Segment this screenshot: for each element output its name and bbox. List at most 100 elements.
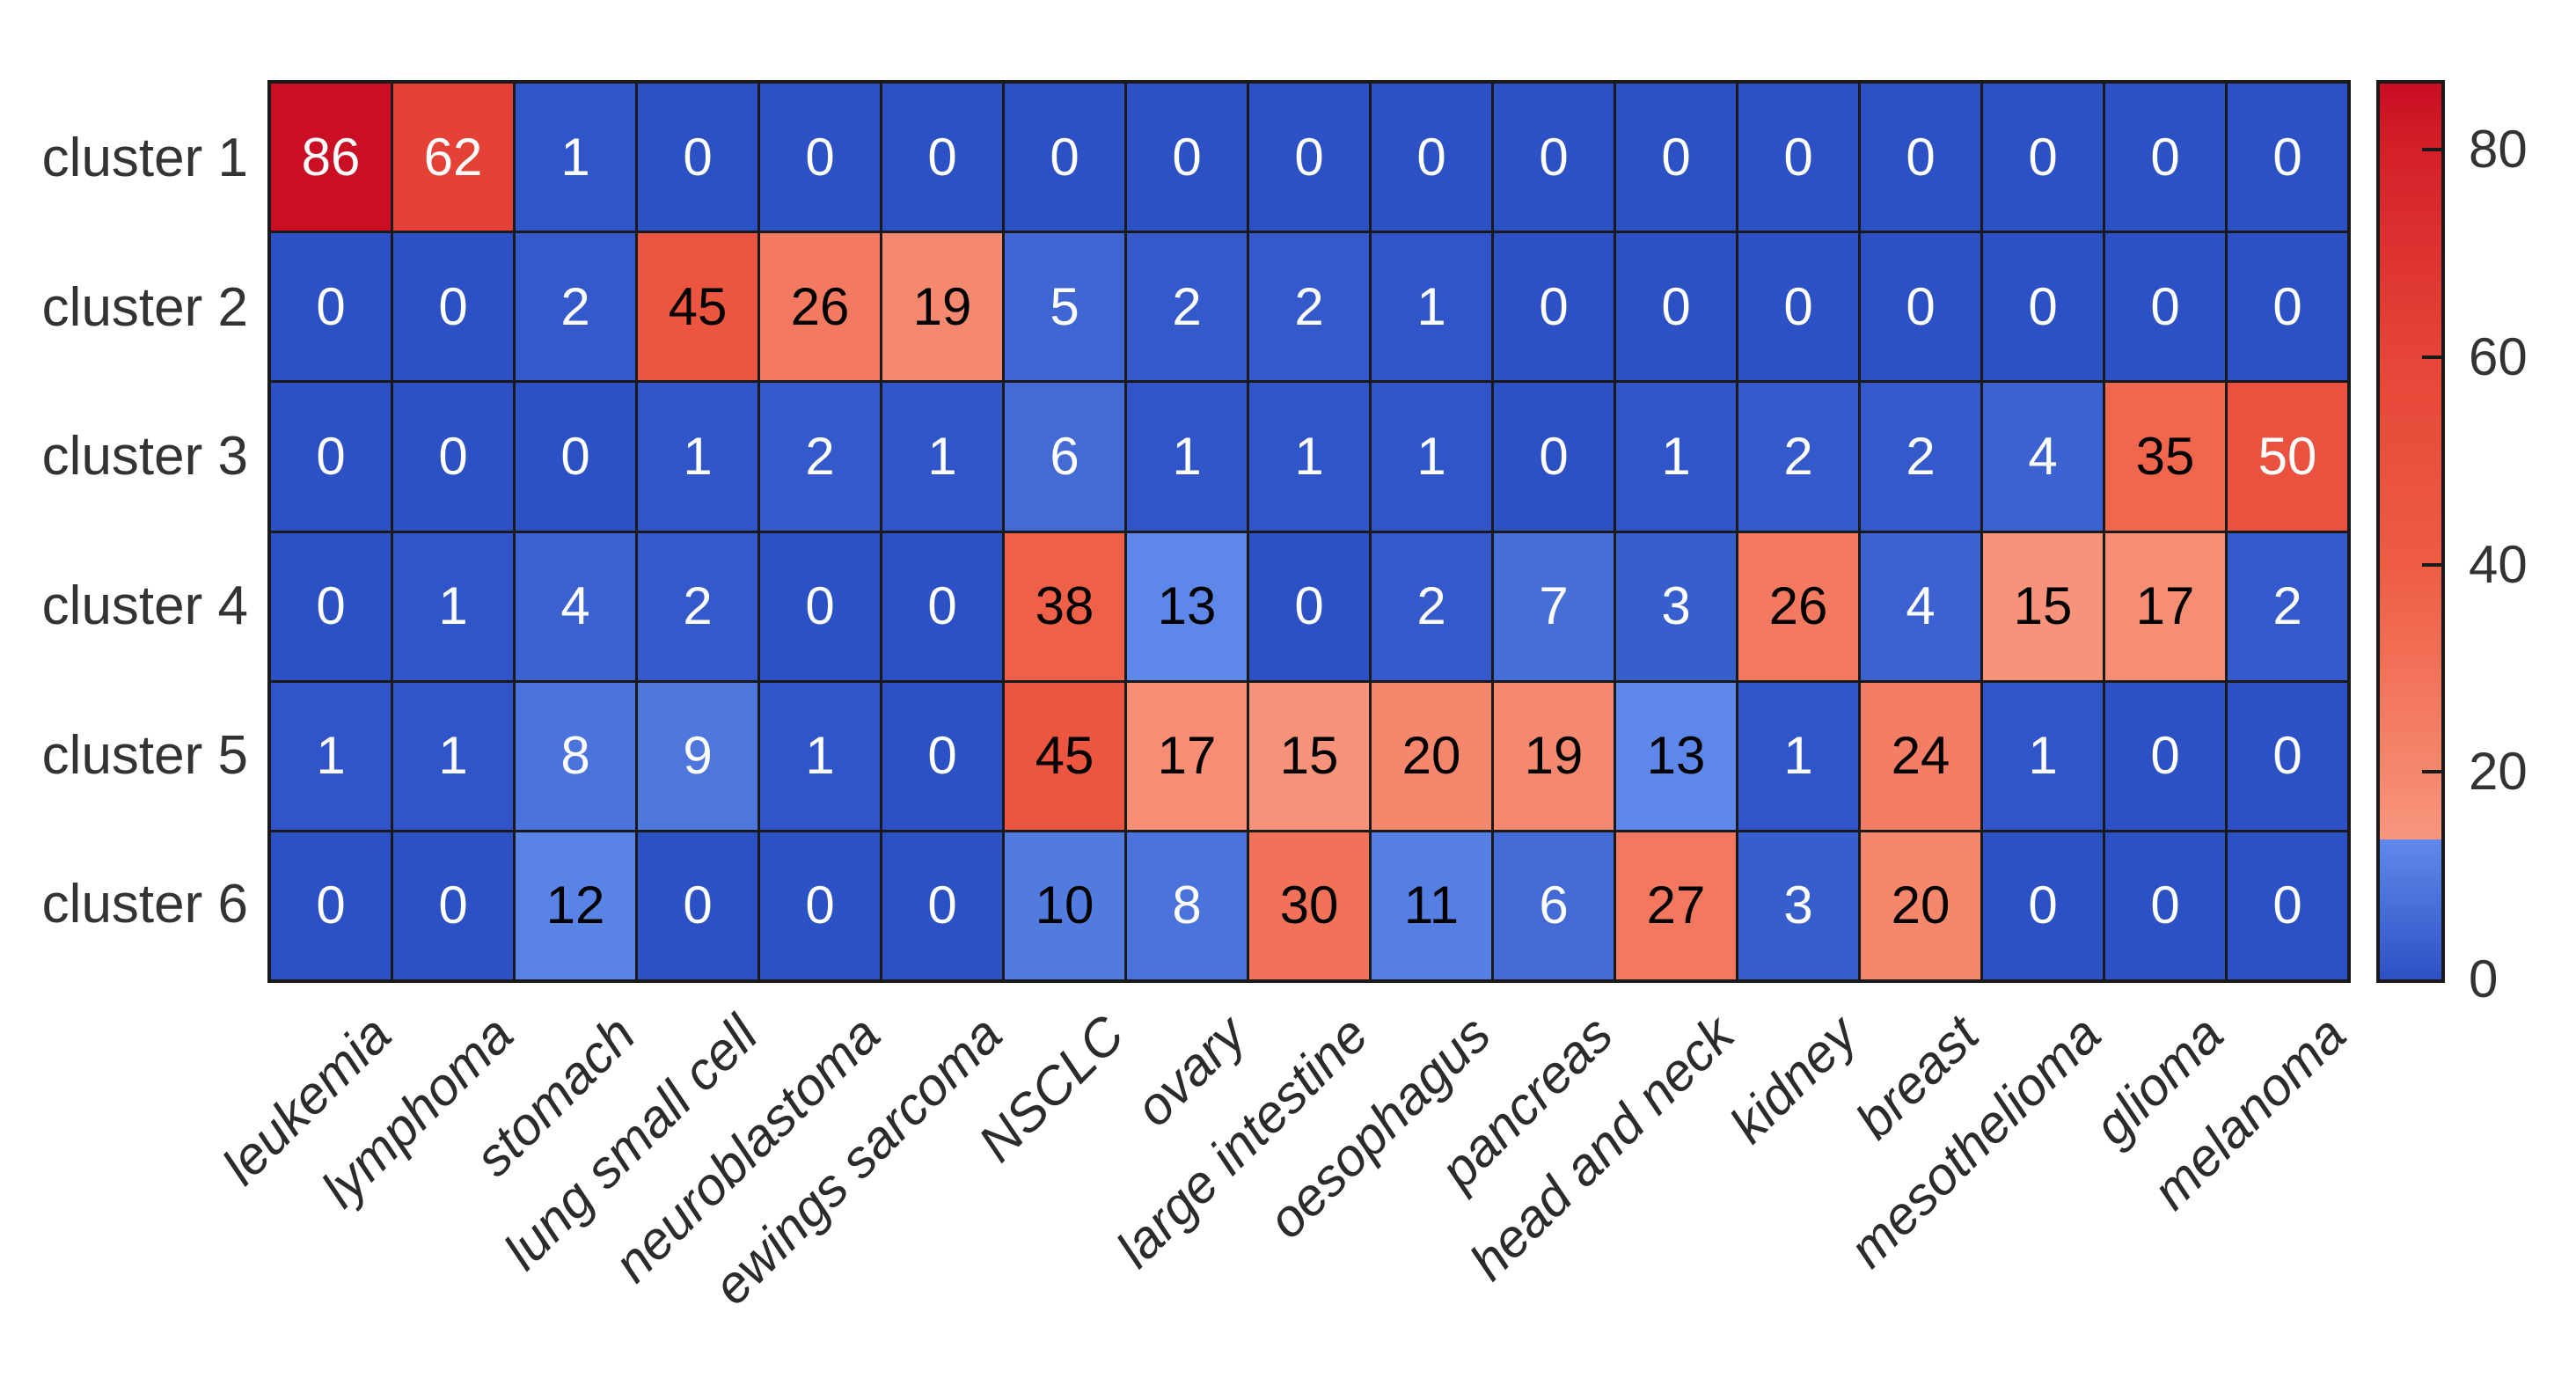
heatmap-cell: 62 bbox=[393, 84, 513, 231]
heatmap-cell: 0 bbox=[2105, 682, 2225, 830]
heatmap-cell: 2 bbox=[1861, 383, 1980, 531]
heatmap-cell: 13 bbox=[1127, 532, 1247, 680]
row-label: cluster 1 bbox=[41, 128, 248, 188]
heatmap-cell: 2 bbox=[1249, 233, 1369, 381]
heatmap-cell: 38 bbox=[1005, 532, 1124, 680]
heatmap-cell: 1 bbox=[1249, 383, 1369, 531]
heatmap-cell: 0 bbox=[2105, 832, 2225, 979]
heatmap-cell: 0 bbox=[1861, 233, 1980, 381]
heatmap-cell: 0 bbox=[2228, 682, 2347, 830]
heatmap-cell: 86 bbox=[271, 84, 391, 231]
heatmap-cell: 4 bbox=[1861, 532, 1980, 680]
heatmap-cell: 20 bbox=[1861, 832, 1980, 979]
colorbar-tick-label: 80 bbox=[2469, 120, 2528, 179]
heatmap-cell: 2 bbox=[1127, 233, 1247, 381]
heatmap-cell: 30 bbox=[1249, 832, 1369, 979]
heatmap-cell: 0 bbox=[271, 233, 391, 381]
heatmap-cell: 0 bbox=[1005, 84, 1124, 231]
colorbar-tick bbox=[2422, 355, 2441, 359]
heatmap-cell: 1 bbox=[1983, 682, 2103, 830]
heatmap-cell: 26 bbox=[1738, 532, 1858, 680]
colorbar-tick-label: 20 bbox=[2469, 742, 2528, 801]
heatmap-cell: 5 bbox=[1005, 233, 1124, 381]
heatmap-cell: 0 bbox=[393, 233, 513, 381]
colorbar-tick-label: 40 bbox=[2469, 535, 2528, 594]
heatmap-cell: 0 bbox=[2105, 84, 2225, 231]
heatmap-cell: 15 bbox=[1983, 532, 2103, 680]
heatmap-cell: 13 bbox=[1616, 682, 1736, 830]
heatmap-cell: 0 bbox=[2228, 84, 2347, 231]
colorbar-tick bbox=[2422, 148, 2441, 151]
row-label: cluster 2 bbox=[41, 277, 248, 338]
colorbar-tick-label: 60 bbox=[2469, 327, 2528, 386]
heatmap-cell: 2 bbox=[1372, 532, 1491, 680]
heatmap-cell: 20 bbox=[1372, 682, 1491, 830]
row-label: cluster 3 bbox=[41, 426, 248, 487]
heatmap-cell: 0 bbox=[1738, 84, 1858, 231]
heatmap-cell: 2 bbox=[638, 532, 757, 680]
heatmap-cell: 4 bbox=[516, 532, 635, 680]
heatmap-cell: 0 bbox=[1494, 233, 1614, 381]
heatmap-cell: 0 bbox=[1494, 383, 1614, 531]
heatmap-cell: 0 bbox=[2228, 832, 2347, 979]
heatmap-cell: 1 bbox=[393, 532, 513, 680]
heatmap-cell: 7 bbox=[1494, 532, 1614, 680]
heatmap-cell: 0 bbox=[1616, 233, 1736, 381]
heatmap-cell: 0 bbox=[1983, 832, 2103, 979]
heatmap-cell: 1 bbox=[760, 682, 880, 830]
heatmap-cell: 0 bbox=[271, 532, 391, 680]
heatmap-cell: 50 bbox=[2228, 383, 2347, 531]
heatmap-cell: 0 bbox=[638, 84, 757, 231]
heatmap-cell: 26 bbox=[760, 233, 880, 381]
heatmap-cell: 1 bbox=[638, 383, 757, 531]
heatmap-cell: 0 bbox=[271, 832, 391, 979]
heatmap-cell: 0 bbox=[1249, 84, 1369, 231]
heatmap-cell: 2 bbox=[760, 383, 880, 531]
column-label: kidney bbox=[1717, 1004, 1868, 1154]
heatmap-cell: 0 bbox=[1738, 233, 1858, 381]
colorbar bbox=[2376, 80, 2445, 983]
colorbar-tick bbox=[2422, 770, 2441, 773]
heatmap-cell: 0 bbox=[882, 682, 1002, 830]
heatmap-cell: 1 bbox=[393, 682, 513, 830]
heatmap-cell: 1 bbox=[1372, 383, 1491, 531]
heatmap-cell: 0 bbox=[760, 84, 880, 231]
heatmap-cell: 4 bbox=[1983, 383, 2103, 531]
heatmap-cell: 0 bbox=[1983, 84, 2103, 231]
heatmap-cell: 6 bbox=[1494, 832, 1614, 979]
heatmap-cell: 15 bbox=[1249, 682, 1369, 830]
heatmap-cell: 19 bbox=[1494, 682, 1614, 830]
heatmap-cell: 11 bbox=[1372, 832, 1491, 979]
heatmap-cell: 0 bbox=[1616, 84, 1736, 231]
heatmap-cell: 0 bbox=[1127, 84, 1247, 231]
heatmap-cell: 19 bbox=[882, 233, 1002, 381]
row-label: cluster 4 bbox=[41, 575, 248, 636]
heatmap-cell: 1 bbox=[882, 383, 1002, 531]
heatmap-cell: 9 bbox=[638, 682, 757, 830]
heatmap-cell: 1 bbox=[1738, 682, 1858, 830]
heatmap-cell: 0 bbox=[760, 832, 880, 979]
heatmap-cell: 1 bbox=[1372, 233, 1491, 381]
heatmap-cell: 0 bbox=[2105, 233, 2225, 381]
heatmap-cell: 2 bbox=[2228, 532, 2347, 680]
heatmap-cell: 45 bbox=[638, 233, 757, 381]
heatmap-cell: 2 bbox=[516, 233, 635, 381]
heatmap-cell: 0 bbox=[1249, 532, 1369, 680]
heatmap-cell: 0 bbox=[882, 832, 1002, 979]
heatmap-cell: 35 bbox=[2105, 383, 2225, 531]
heatmap-cell: 10 bbox=[1005, 832, 1124, 979]
heatmap-cell: 0 bbox=[882, 532, 1002, 680]
heatmap-cell: 0 bbox=[271, 383, 391, 531]
colorbar-tick bbox=[2422, 563, 2441, 567]
heatmap-cell: 1 bbox=[1127, 383, 1247, 531]
heatmap-cell: 0 bbox=[1494, 84, 1614, 231]
heatmap-cell: 17 bbox=[2105, 532, 2225, 680]
heatmap-cell: 0 bbox=[638, 832, 757, 979]
heatmap-cell: 3 bbox=[1616, 532, 1736, 680]
heatmap-cell: 0 bbox=[393, 832, 513, 979]
heatmap-cell: 0 bbox=[2228, 233, 2347, 381]
heatmap-cell: 12 bbox=[516, 832, 635, 979]
heatmap-cell: 27 bbox=[1616, 832, 1736, 979]
heatmap-cell: 0 bbox=[393, 383, 513, 531]
